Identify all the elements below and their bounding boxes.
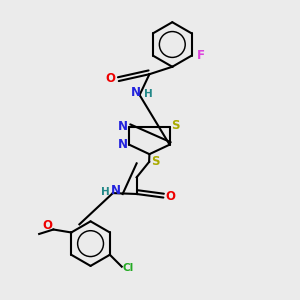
Text: Cl: Cl	[123, 263, 134, 273]
Text: N: N	[131, 86, 141, 99]
Text: H: H	[101, 187, 110, 196]
Text: S: S	[171, 119, 180, 132]
Text: N: N	[118, 138, 128, 151]
Text: N: N	[118, 120, 128, 133]
Text: N: N	[111, 184, 121, 197]
Text: F: F	[196, 49, 205, 62]
Text: S: S	[151, 155, 159, 168]
Text: O: O	[43, 219, 52, 232]
Text: O: O	[106, 72, 116, 85]
Text: O: O	[166, 190, 176, 202]
Text: H: H	[144, 88, 153, 98]
